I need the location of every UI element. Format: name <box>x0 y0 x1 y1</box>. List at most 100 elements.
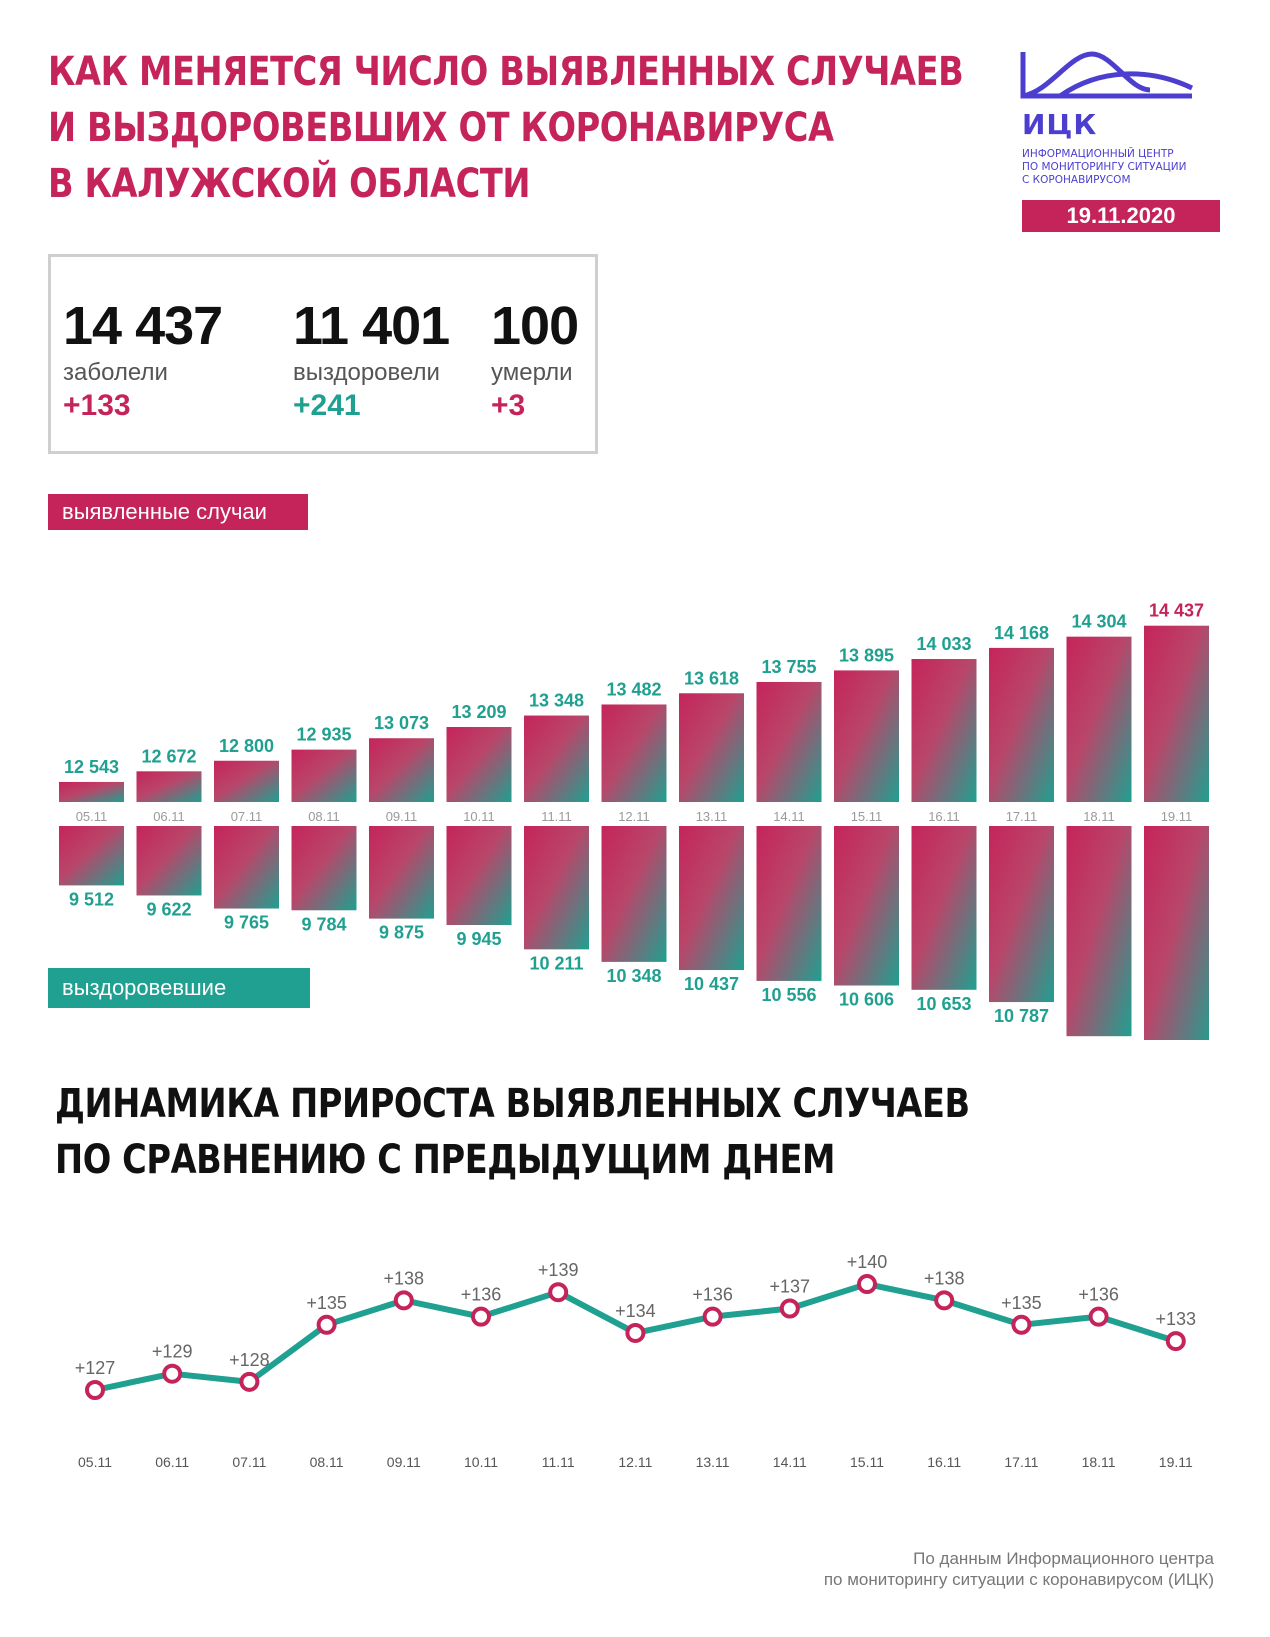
bar-infected-label: 13 348 <box>529 691 584 711</box>
bar-infected-label: 12 800 <box>219 736 274 756</box>
bar-recovered <box>446 826 512 926</box>
x-tick-label: 13.11 <box>696 809 728 824</box>
growth-value-label: +136 <box>1078 1285 1119 1305</box>
bar-infected <box>601 704 667 802</box>
bar-infected-label: 14 304 <box>1071 612 1126 632</box>
growth-value-label: +135 <box>306 1293 347 1313</box>
recovered-value: 11 401 <box>293 296 450 356</box>
date-badge: 19.11.2020 <box>1022 200 1220 232</box>
bar-recovered <box>834 826 899 986</box>
bar-recovered <box>291 826 357 911</box>
line-chart: +127 05.11 +129 06.11 +128 07.11 +135 08.11 +138… <box>75 1252 1197 1470</box>
growth-point <box>625 1322 646 1343</box>
bar-recovered <box>601 826 667 962</box>
bar-infected <box>214 760 279 802</box>
growth-point <box>1088 1306 1109 1327</box>
x-tick-label: 09.11 <box>386 809 418 824</box>
bar-recovered <box>911 826 977 990</box>
x-tick-label: 16.11 <box>928 809 960 824</box>
growth-point <box>85 1380 105 1400</box>
bar-infected <box>136 771 202 802</box>
line-chart-title: ДИНАМИКА ПРИРОСТА ВЫЯВЛЕННЫХ СЛУЧАЕВ ПО … <box>55 1081 970 1183</box>
bar-recovered <box>369 826 434 919</box>
stat-infected: 14 437 заболели +133 <box>63 296 223 423</box>
infected-label: заболели <box>63 359 168 386</box>
died-value: 100 <box>491 296 579 356</box>
bar-recovered-label: 10 556 <box>761 985 816 1005</box>
growth-point <box>548 1282 569 1303</box>
bar-infected <box>369 738 434 802</box>
growth-value-label: +138 <box>924 1268 965 1288</box>
growth-point <box>239 1371 260 1392</box>
growth-point <box>316 1314 337 1335</box>
growth-value-label: +136 <box>461 1285 502 1305</box>
growth-value-label: +137 <box>770 1277 811 1297</box>
x-tick-label: 11.11 <box>542 1454 575 1470</box>
bar-recovered <box>756 826 822 981</box>
growth-value-label: +127 <box>75 1358 116 1378</box>
bar-infected <box>291 749 357 802</box>
bar-infected-label: 12 543 <box>64 757 119 777</box>
bar-infected <box>524 715 589 802</box>
bar-infected-label: 13 618 <box>684 668 739 688</box>
bar-infected-label: 14 168 <box>994 623 1049 643</box>
bar-recovered-label: 9 784 <box>301 914 346 934</box>
bar-recovered-label: 10 348 <box>606 966 661 986</box>
x-tick-label: 18.11 <box>1082 1454 1116 1470</box>
recovered-delta: +241 <box>293 389 361 422</box>
x-tick-label: 12.11 <box>618 1454 652 1470</box>
x-tick-label: 14.11 <box>773 809 805 824</box>
growth-value-label: +138 <box>384 1268 425 1288</box>
x-tick-label: 15.11 <box>850 1454 884 1470</box>
bar-infected-label: 12 672 <box>141 746 196 766</box>
bar-infected-label: 13 895 <box>839 645 894 665</box>
bar-infected-label: 14 437 <box>1149 601 1204 621</box>
bar-infected <box>446 727 512 802</box>
growth-value-label: +140 <box>847 1252 888 1272</box>
bar-infected <box>679 693 744 802</box>
bar-recovered-label: 9 622 <box>146 899 191 919</box>
logo-mark-icon <box>1020 51 1194 99</box>
bar-infected-label: 12 935 <box>296 725 351 745</box>
bar-recovered-label: 10 653 <box>916 994 971 1014</box>
x-tick-label: 18.11 <box>1083 809 1115 824</box>
recovered-label: выздоровели <box>293 359 440 386</box>
bar-recovered <box>679 826 744 971</box>
bar-chart: 12 543 05.11 9 512 12 672 06.11 9 622 12 800 07… <box>59 601 1209 1040</box>
source-note: По данным Информационного центра по мони… <box>823 1549 1214 1589</box>
growth-value-label: +128 <box>229 1350 270 1370</box>
x-tick-label: 15.11 <box>851 809 883 824</box>
bar-infected <box>989 647 1054 802</box>
died-label: умерли <box>491 359 573 386</box>
legend-recovered: выздоровевшие <box>48 968 310 1008</box>
x-tick-label: 06.11 <box>153 809 185 824</box>
bar-recovered <box>1144 826 1209 1040</box>
bar-infected <box>59 781 124 802</box>
bar-infected-label: 13 482 <box>606 679 661 699</box>
x-tick-label: 07.11 <box>231 809 263 824</box>
bar-recovered-label: 9 512 <box>69 889 114 909</box>
bar-infected-label: 13 073 <box>374 713 429 733</box>
bar-infected <box>1144 625 1209 802</box>
bar-infected-label: 13 209 <box>451 702 506 722</box>
growth-point <box>393 1290 414 1311</box>
growth-value-label: +139 <box>538 1260 579 1280</box>
infected-value: 14 437 <box>63 296 223 356</box>
growth-point <box>162 1363 183 1384</box>
bar-recovered-label: 10 211 <box>529 953 583 973</box>
died-delta: +3 <box>491 389 526 422</box>
x-tick-label: 12.11 <box>618 809 650 824</box>
legend-infected: выявленные случаи <box>48 494 308 530</box>
growth-point <box>934 1290 955 1311</box>
bar-recovered-label: 10 437 <box>684 974 739 994</box>
growth-value-label: +133 <box>1156 1309 1197 1329</box>
x-tick-label: 09.11 <box>387 1454 421 1470</box>
stat-died: 100 умерли +3 <box>491 296 579 423</box>
x-tick-label: 10.11 <box>464 1454 498 1470</box>
x-tick-label: 06.11 <box>155 1454 189 1470</box>
growth-value-label: +134 <box>615 1301 656 1321</box>
logo-subtitle: ИНФОРМАЦИОННЫЙ ЦЕНТР ПО МОНИТОРИНГУ СИТУ… <box>1022 148 1187 186</box>
growth-point <box>1165 1331 1186 1352</box>
x-tick-label: 07.11 <box>232 1454 266 1470</box>
x-tick-label: 05.11 <box>76 809 108 824</box>
